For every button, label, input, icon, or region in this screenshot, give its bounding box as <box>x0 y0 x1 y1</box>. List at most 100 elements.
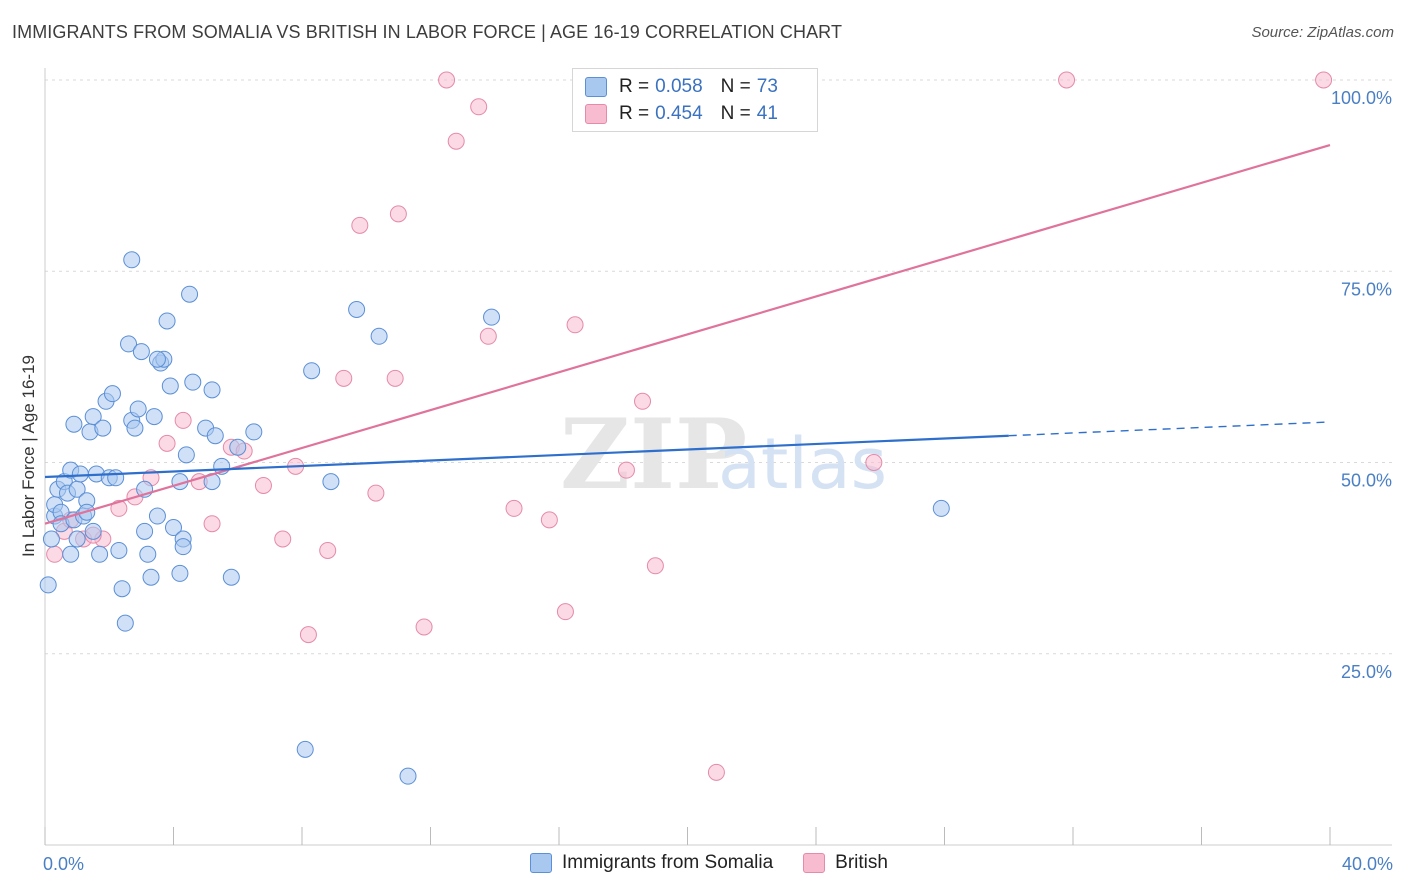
british-point <box>634 392 652 410</box>
somalia-point <box>158 312 176 330</box>
british-point <box>540 511 558 529</box>
somalia-point <box>84 408 102 426</box>
legend-r-label: R = <box>619 76 650 97</box>
british-point <box>158 434 176 452</box>
british-point <box>707 763 725 781</box>
legend-item-somalia: Immigrants from Somalia <box>530 852 773 874</box>
somalia-point <box>129 400 147 418</box>
somalia-point <box>94 419 112 437</box>
somalia-point <box>148 350 166 368</box>
somalia-point <box>136 522 154 540</box>
y-axis-label: In Labor Force | Age 16-19 <box>19 355 38 557</box>
british-point <box>319 541 337 559</box>
british-swatch <box>585 104 607 124</box>
british-point <box>447 132 465 150</box>
somalia-point <box>107 469 125 487</box>
x-tick-label-min: 0.0% <box>43 854 84 874</box>
somalia-point <box>139 545 157 563</box>
british-point <box>1315 71 1333 89</box>
somalia-point <box>110 541 128 559</box>
somalia-point <box>181 285 199 303</box>
somalia-point <box>142 568 160 586</box>
grid <box>45 79 1392 655</box>
somalia-point <box>222 568 240 586</box>
british-point <box>505 499 523 517</box>
british-trend-line <box>44 143 1331 525</box>
somalia-point <box>229 438 247 456</box>
british-point <box>46 545 64 563</box>
y-tick-label: 50.0% <box>1341 471 1392 491</box>
british-point <box>470 98 488 116</box>
somalia-point <box>116 614 134 632</box>
legend-row-somalia: R = 0.058 N = 73 <box>585 76 778 98</box>
somalia-point <box>483 308 501 326</box>
legend-r-value: 0.454 <box>655 103 703 124</box>
somalia-point <box>68 530 86 548</box>
somalia-point <box>348 301 366 318</box>
legend-n-value: 73 <box>756 76 778 97</box>
y-tick-label: 25.0% <box>1341 662 1392 682</box>
british-swatch <box>803 853 826 873</box>
british-point <box>351 216 369 234</box>
somalia-point <box>206 427 224 445</box>
british-point <box>566 316 584 334</box>
y-tick-label: 75.0% <box>1341 279 1392 299</box>
somalia-swatch <box>585 77 607 97</box>
legend-n-label: N = <box>720 103 751 124</box>
tick-labels: 25.0% 50.0% 75.0% 100.0% 0.0% 40.0% <box>43 88 1393 874</box>
somalia-point <box>171 564 189 582</box>
somalia-point <box>84 522 102 540</box>
somalia-point <box>132 343 150 361</box>
trend-lines <box>44 143 1331 525</box>
somalia-point <box>91 545 109 563</box>
stats-legend: R = 0.058 N = 73 R = 0.454 N = 41 <box>572 68 818 132</box>
somalia-point <box>177 446 195 464</box>
british-point <box>1058 71 1076 89</box>
somalia-point <box>62 545 80 563</box>
watermark: ZIP atlas <box>560 398 887 511</box>
somalia-point <box>103 385 121 403</box>
british-point <box>367 484 385 502</box>
somalia-point <box>123 251 141 269</box>
watermark-atlas: atlas <box>718 423 887 505</box>
legend-r-label: R = <box>619 103 650 124</box>
british-point <box>254 476 272 494</box>
somalia-point <box>42 530 60 548</box>
british-point <box>646 557 664 575</box>
british-point <box>174 411 192 429</box>
somalia-point <box>126 419 144 437</box>
y-tick-label: 100.0% <box>1331 88 1392 108</box>
somalia-point <box>39 576 57 594</box>
somalia-point <box>165 519 182 537</box>
legend-british-label: British <box>835 852 888 873</box>
british-point <box>479 327 497 345</box>
legend-item-british: British <box>803 852 888 874</box>
somalia-point <box>145 408 163 426</box>
somalia-point <box>370 327 388 345</box>
somalia-point <box>322 473 340 491</box>
british-point <box>865 454 883 471</box>
somalia-point <box>303 362 321 380</box>
axes <box>44 68 1392 846</box>
somalia-series <box>39 251 950 785</box>
legend-r-value: 0.058 <box>655 76 703 97</box>
legend-row-british: R = 0.454 N = 41 <box>585 103 778 125</box>
somalia-point <box>184 373 202 391</box>
british-point <box>299 626 317 644</box>
somalia-point <box>65 415 83 433</box>
legend-n-value: 41 <box>756 103 778 124</box>
british-point <box>389 205 407 223</box>
x-tick-label-max: 40.0% <box>1342 854 1393 874</box>
british-point <box>415 618 433 636</box>
somalia-point <box>174 538 192 556</box>
source-label: Source: ZipAtlas.com <box>1251 24 1394 41</box>
legend-n-label: N = <box>720 76 751 97</box>
somalia-point <box>245 423 263 441</box>
somalia-point <box>161 377 179 395</box>
somalia-point <box>399 767 417 785</box>
legend-somalia-label: Immigrants from Somalia <box>562 852 774 873</box>
somalia-point <box>120 335 138 353</box>
somalia-point <box>203 381 221 399</box>
somalia-point <box>296 740 314 758</box>
